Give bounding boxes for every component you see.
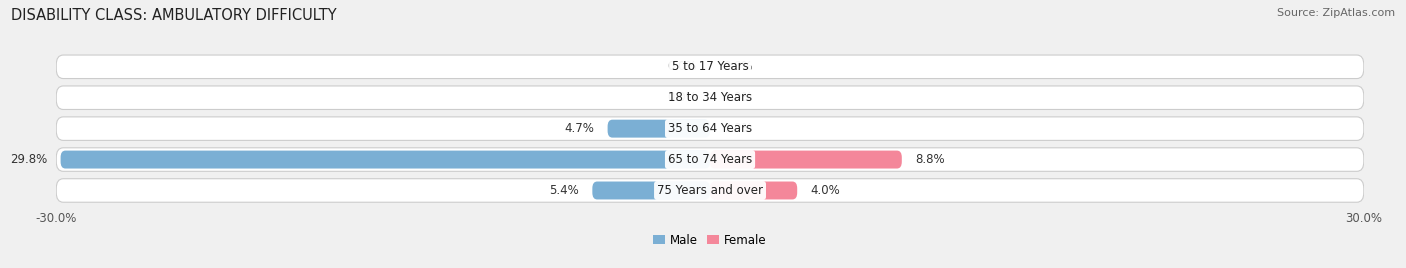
- Text: 0.0%: 0.0%: [668, 60, 697, 73]
- Text: 5.4%: 5.4%: [550, 184, 579, 197]
- Text: 0.0%: 0.0%: [723, 91, 752, 104]
- FancyBboxPatch shape: [56, 55, 1364, 79]
- Text: 0.0%: 0.0%: [723, 60, 752, 73]
- FancyBboxPatch shape: [710, 151, 901, 169]
- Text: 29.8%: 29.8%: [10, 153, 48, 166]
- Text: 18 to 34 Years: 18 to 34 Years: [668, 91, 752, 104]
- FancyBboxPatch shape: [56, 179, 1364, 202]
- Text: 75 Years and over: 75 Years and over: [657, 184, 763, 197]
- Text: 65 to 74 Years: 65 to 74 Years: [668, 153, 752, 166]
- FancyBboxPatch shape: [710, 181, 797, 199]
- Legend: Male, Female: Male, Female: [648, 229, 772, 251]
- Text: Source: ZipAtlas.com: Source: ZipAtlas.com: [1277, 8, 1395, 18]
- FancyBboxPatch shape: [607, 120, 710, 137]
- Text: 0.0%: 0.0%: [723, 122, 752, 135]
- Text: 5 to 17 Years: 5 to 17 Years: [672, 60, 748, 73]
- FancyBboxPatch shape: [592, 181, 710, 199]
- Text: DISABILITY CLASS: AMBULATORY DIFFICULTY: DISABILITY CLASS: AMBULATORY DIFFICULTY: [11, 8, 337, 23]
- Text: 0.0%: 0.0%: [668, 91, 697, 104]
- Text: 4.7%: 4.7%: [565, 122, 595, 135]
- Text: 35 to 64 Years: 35 to 64 Years: [668, 122, 752, 135]
- FancyBboxPatch shape: [56, 148, 1364, 171]
- Text: 8.8%: 8.8%: [915, 153, 945, 166]
- Text: 4.0%: 4.0%: [810, 184, 839, 197]
- FancyBboxPatch shape: [56, 117, 1364, 140]
- FancyBboxPatch shape: [56, 86, 1364, 109]
- FancyBboxPatch shape: [60, 151, 710, 169]
